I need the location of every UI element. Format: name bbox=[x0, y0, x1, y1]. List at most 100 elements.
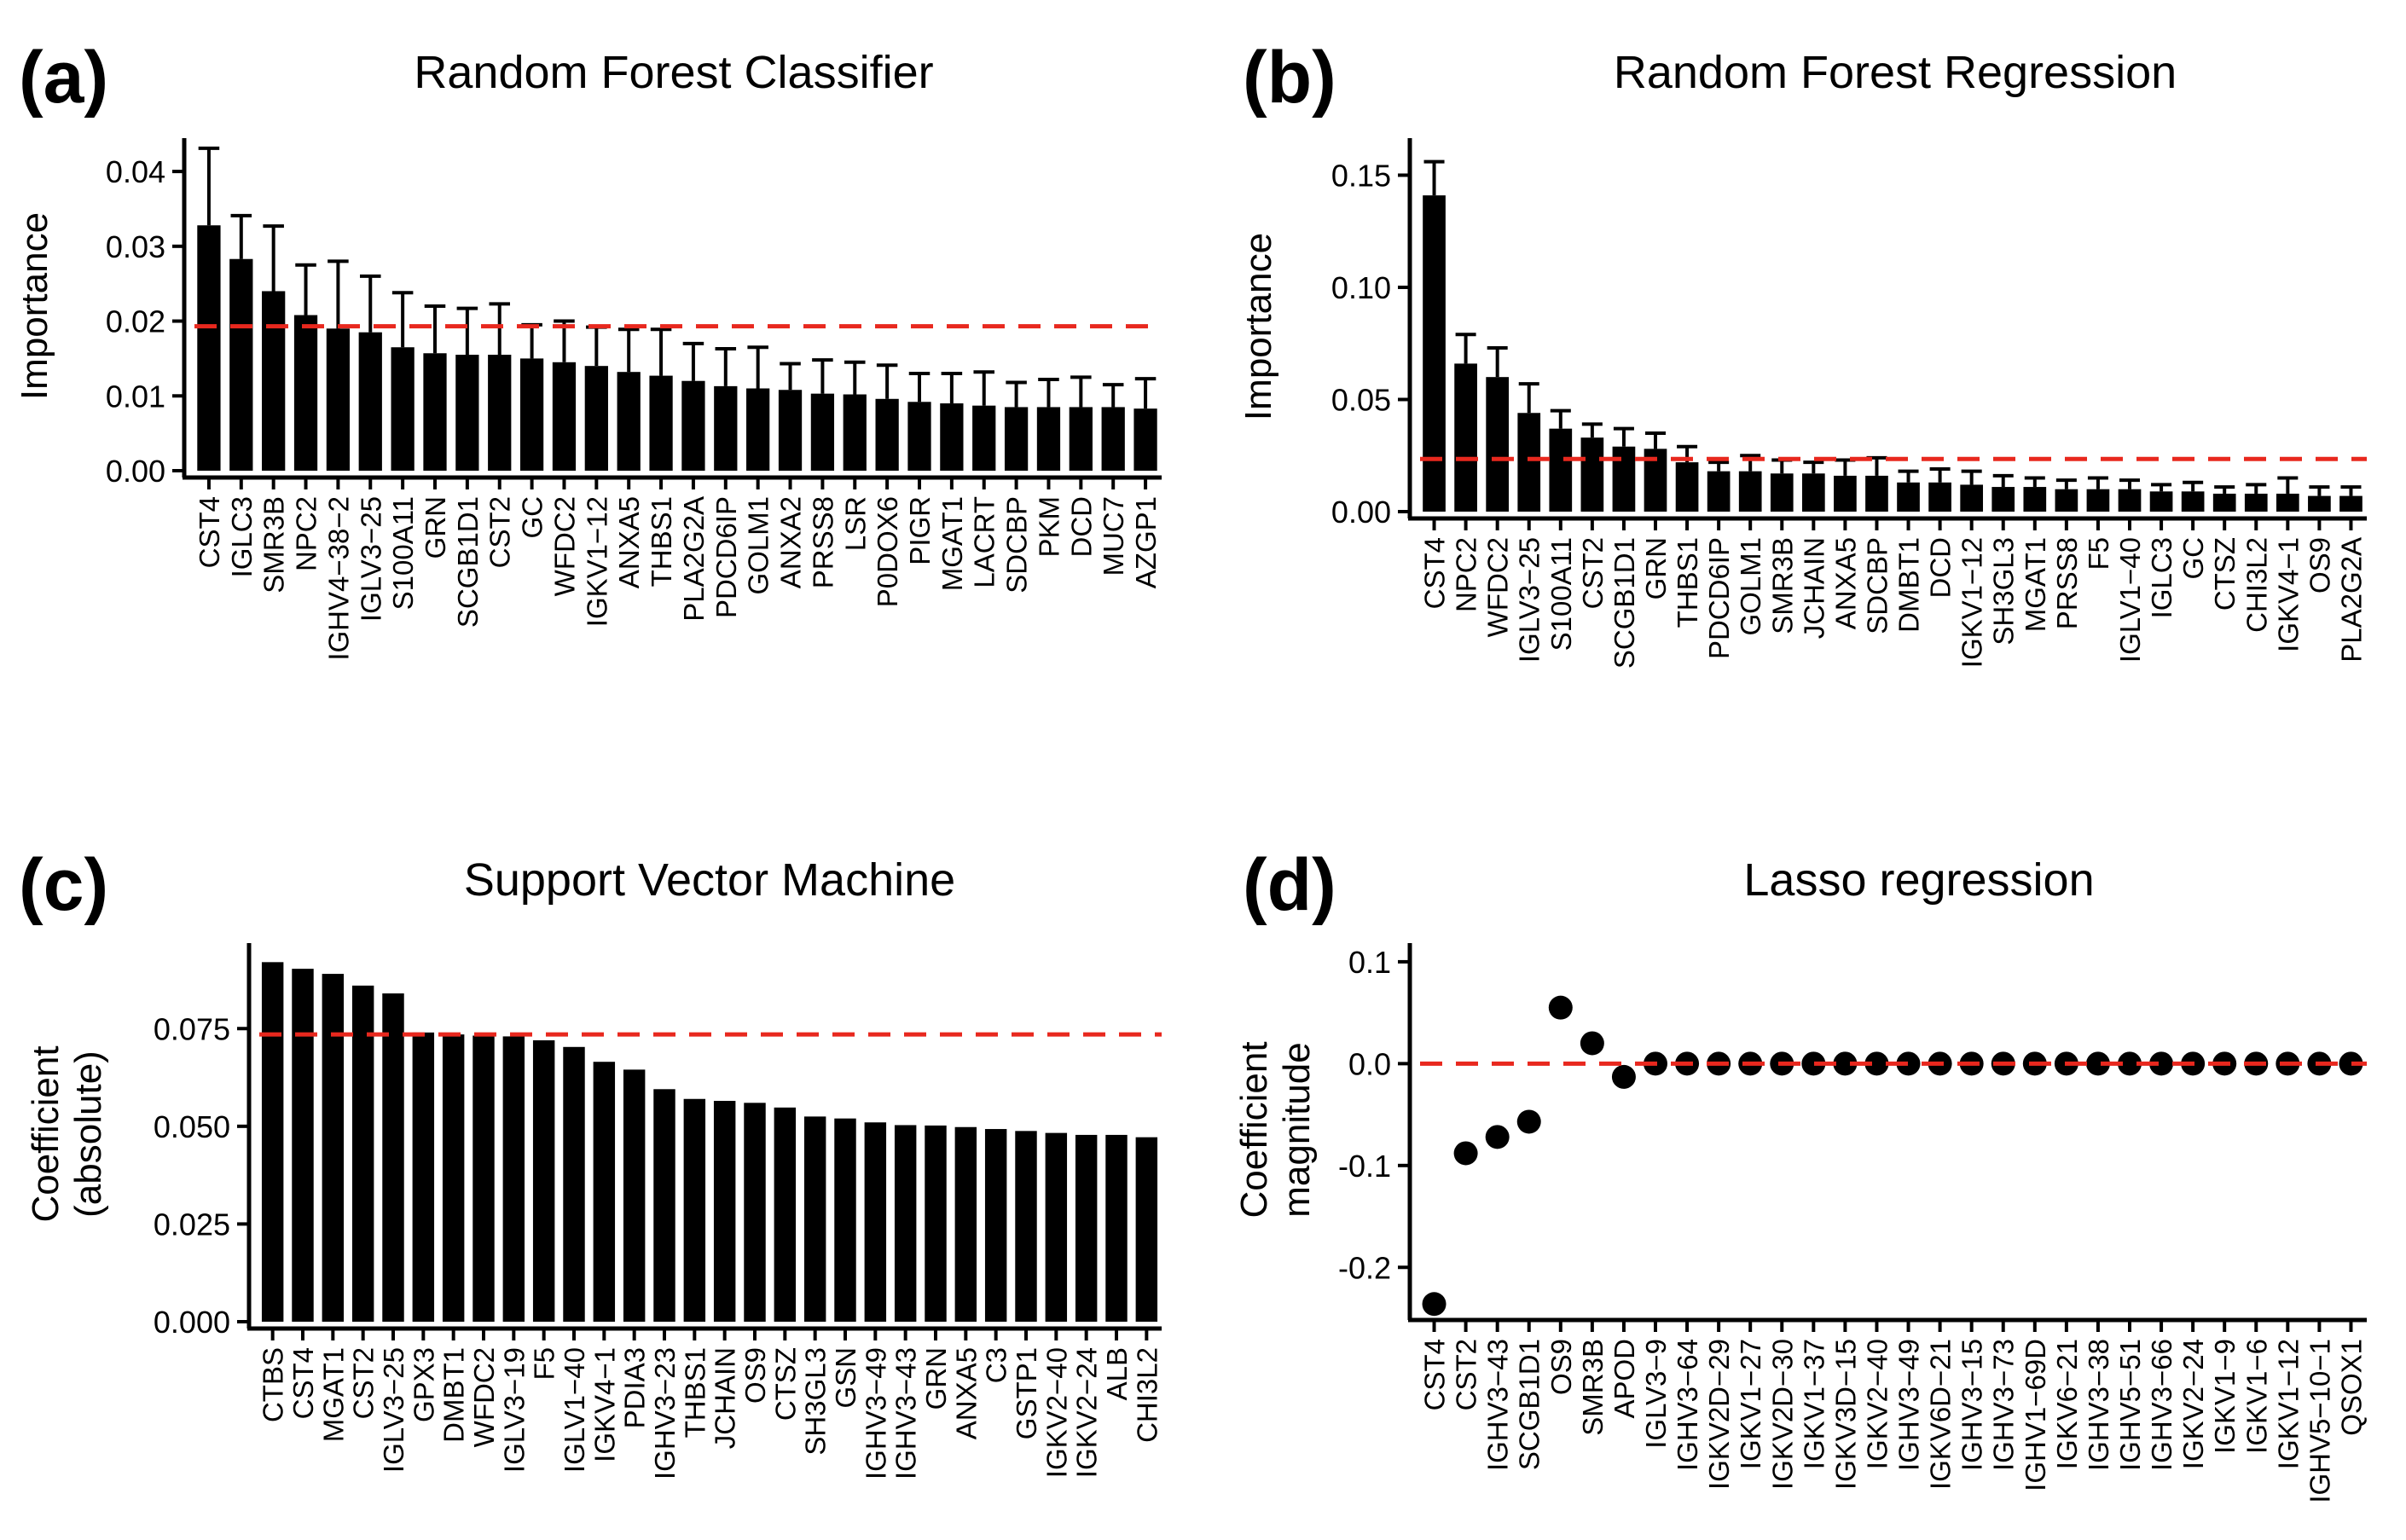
chart-b-x-tick-label: THBS1 bbox=[1672, 537, 1703, 628]
chart-c-x-tick-label: GSTP1 bbox=[1011, 1347, 1042, 1439]
chart-b-x-tick-label: CHI3L2 bbox=[2241, 537, 2272, 633]
chart-b-bar bbox=[2339, 495, 2363, 512]
chart-b-x-tick-label: PLA2G2A bbox=[2335, 537, 2367, 663]
chart-b-bar bbox=[1517, 413, 1541, 512]
chart-a-x-tick-label: SCGB1D1 bbox=[452, 496, 484, 628]
chart-d-y-tick-label: -0.1 bbox=[1338, 1149, 1391, 1184]
chart-c-bar bbox=[774, 1107, 797, 1322]
chart-b-x-tick-label: SDCBP bbox=[1861, 537, 1893, 634]
chart-panel-a: 0.00 0.01 0.02 0.03 0.04 CST4 IGLC3 SMR3B NPC2 IG… bbox=[0, 0, 1194, 767]
chart-c-bar bbox=[1135, 1137, 1158, 1322]
chart-a-bar bbox=[262, 291, 286, 471]
chart-d-point bbox=[1611, 1064, 1636, 1089]
chart-c-x-tick-label: GRN bbox=[920, 1347, 952, 1410]
chart-d-x-tick-label: IGKV2D−30 bbox=[1766, 1339, 1798, 1490]
chart-a-bar bbox=[1069, 407, 1093, 471]
chart-a-x-tick-label: PLA2G2A bbox=[678, 496, 710, 622]
chart-c-x-tick-label: THBS1 bbox=[679, 1347, 710, 1438]
chart-b-svg: 0.00 0.05 0.10 0.15 CST4 NPC2 WFDC2 IGLV3−25 S10… bbox=[1238, 138, 2367, 669]
chart-b-x-tick-label: F5 bbox=[2083, 537, 2114, 570]
chart-b-x-tick-label: NPC2 bbox=[1451, 537, 1482, 612]
chart-a-x-tick-label: CST4 bbox=[194, 496, 225, 568]
chart-d-x-tick-label: SMR3B bbox=[1577, 1339, 1609, 1436]
chart-b-bar bbox=[1770, 473, 1794, 512]
chart-d-y-tick-label: 0.0 bbox=[1348, 1046, 1391, 1081]
chart-d-x-tick-label: IGKV1−6 bbox=[2241, 1339, 2272, 1454]
chart-b-y-tick-label: 0.05 bbox=[1331, 382, 1391, 417]
chart-d-point bbox=[1422, 1292, 1446, 1317]
chart-d-y-tick-label: 0.1 bbox=[1348, 945, 1391, 980]
chart-a-bar bbox=[843, 394, 867, 471]
chart-b-bar bbox=[1865, 475, 1888, 512]
chart-d-x-tick-label: IGHV3−15 bbox=[1957, 1339, 1988, 1471]
chart-d-x-tick-label: IGKV1−12 bbox=[2272, 1339, 2304, 1469]
chart-a-bar bbox=[681, 380, 705, 471]
chart-d-x-tick-label: IGHV5−10−1 bbox=[2304, 1339, 2335, 1503]
chart-d-point bbox=[2149, 1051, 2174, 1076]
chart-c-x-tick-label: IGKV2−24 bbox=[1071, 1347, 1103, 1478]
panel-c-label: (c) bbox=[19, 844, 109, 926]
chart-c-y-tick-label: 0.075 bbox=[154, 1011, 230, 1046]
chart-a-bar bbox=[326, 328, 351, 471]
chart-a-bar bbox=[907, 402, 931, 471]
chart-c-x-tick-label: CST2 bbox=[348, 1347, 380, 1419]
chart-a-x-tick-label: MGAT1 bbox=[936, 496, 968, 591]
panel-b-label: (b) bbox=[1243, 37, 1336, 119]
chart-b-y-tick-label: 0.00 bbox=[1331, 495, 1391, 530]
chart-b-x-tick-label: CTSZ bbox=[2209, 537, 2241, 611]
chart-a-y-tick-label: 0.01 bbox=[106, 379, 165, 414]
chart-d-x-tick-label: OS9 bbox=[1545, 1339, 1577, 1395]
chart-d-x-tick-label: APOD bbox=[1609, 1339, 1640, 1419]
chart-a-x-tick-label: PDCD6IP bbox=[710, 496, 742, 618]
chart-b-x-tick-label: OS9 bbox=[2304, 537, 2335, 593]
chart-a-bar bbox=[519, 358, 544, 471]
chart-d-y-axis-label: magnitude bbox=[1276, 1042, 1318, 1217]
chart-a-bar bbox=[714, 385, 738, 471]
chart-d-point bbox=[1548, 995, 1573, 1020]
chart-c-bar bbox=[593, 1062, 616, 1322]
chart-b-bar bbox=[1801, 473, 1825, 512]
chart-b-bar bbox=[1834, 475, 1857, 512]
chart-c-bar bbox=[954, 1126, 977, 1322]
chart-c-y-axis-label: (absolute) bbox=[67, 1051, 109, 1218]
chart-b-bar bbox=[1486, 377, 1510, 512]
chart-d-x-tick-label: IGKV2D−29 bbox=[1703, 1339, 1735, 1490]
chart-b-x-tick-label: CST2 bbox=[1577, 537, 1609, 609]
chart-a-bar bbox=[1036, 407, 1061, 471]
chart-b-x-tick-label: IGLV3−25 bbox=[1514, 537, 1545, 663]
panel-c-title: Support Vector Machine bbox=[463, 854, 956, 906]
chart-a-bar bbox=[358, 332, 382, 471]
chart-c-bar bbox=[292, 969, 314, 1322]
chart-b-x-tick-label: PDCD6IP bbox=[1703, 537, 1735, 659]
chart-b-x-tick-label: ANXA5 bbox=[1829, 537, 1861, 629]
chart-b-bar bbox=[2244, 493, 2268, 512]
panel-d-title: Lasso regression bbox=[1743, 854, 2095, 906]
chart-c-x-tick-label: C3 bbox=[981, 1347, 1012, 1383]
chart-d-x-tick-label: IGKV6D−21 bbox=[1925, 1339, 1957, 1490]
chart-b-y-axis-label: Importance bbox=[1238, 233, 1279, 420]
chart-a-bar bbox=[1133, 408, 1157, 471]
chart-b-bar bbox=[2212, 493, 2236, 512]
chart-a-x-tick-label: LSR bbox=[839, 496, 871, 551]
chart-a-y-axis-label: Importance bbox=[14, 212, 55, 400]
chart-b-bar bbox=[2181, 491, 2205, 512]
chart-b-x-tick-label: IGLV1−40 bbox=[2114, 537, 2146, 663]
chart-d-point bbox=[1485, 1125, 1510, 1149]
chart-c-bar bbox=[412, 1032, 435, 1322]
chart-d-x-tick-label: SCGB1D1 bbox=[1514, 1339, 1545, 1470]
chart-b-bar bbox=[2149, 491, 2173, 512]
chart-a-x-tick-label: DCD bbox=[1065, 496, 1097, 558]
chart-d-x-tick-label: IGHV5−51 bbox=[2114, 1339, 2146, 1471]
chart-a-x-tick-label: MUC7 bbox=[1098, 496, 1129, 576]
chart-b-x-tick-label: MGAT1 bbox=[2020, 537, 2051, 632]
panel-d-label: (d) bbox=[1243, 844, 1336, 926]
chart-a-bar bbox=[649, 375, 673, 471]
chart-b-x-tick-label: JCHAIN bbox=[1798, 537, 1829, 639]
chart-c-bar bbox=[1015, 1131, 1037, 1322]
chart-d-x-tick-label: IGKV6−21 bbox=[2051, 1339, 2083, 1469]
chart-d-x-tick-label: IGHV3−66 bbox=[2146, 1339, 2177, 1471]
chart-c-x-tick-label: OS9 bbox=[739, 1347, 771, 1404]
chart-b-x-tick-label: WFDC2 bbox=[1482, 537, 1514, 637]
chart-c-x-tick-label: IGLV3−19 bbox=[498, 1347, 530, 1473]
